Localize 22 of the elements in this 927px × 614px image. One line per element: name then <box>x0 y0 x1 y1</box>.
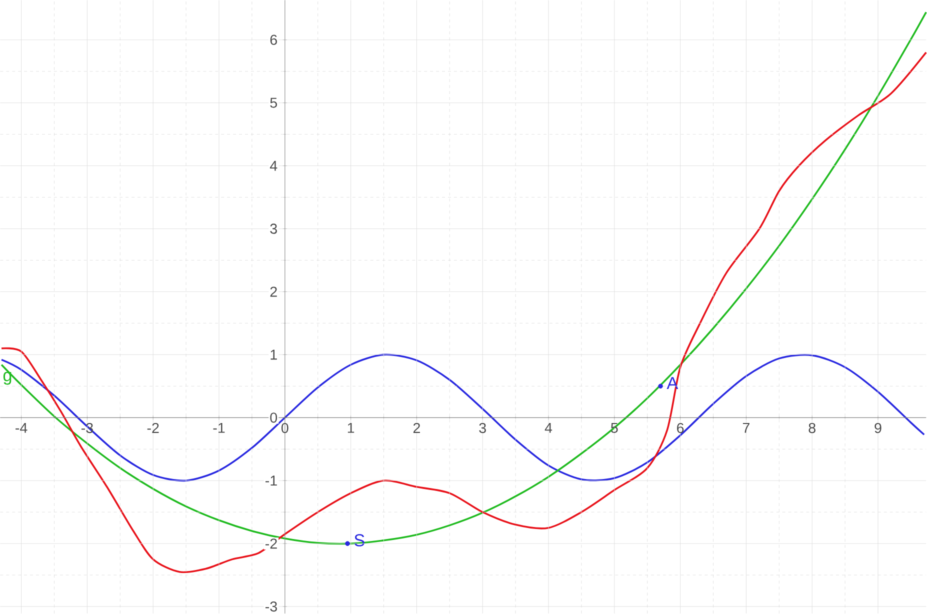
x-tick-label: -2 <box>147 423 159 434</box>
x-tick-label: 0 <box>281 423 288 434</box>
x-tick-label: -4 <box>16 423 28 433</box>
y-tick-label: 2 <box>270 286 277 297</box>
x-tick-label: 9 <box>874 423 882 434</box>
y-tick-label: 1 <box>270 350 277 360</box>
y-tick-label: 0 <box>270 412 278 423</box>
y-tick-label: -2 <box>266 538 277 549</box>
x-tick-label: 7 <box>742 423 750 433</box>
x-tick-label: 4 <box>544 423 552 433</box>
x-tick-label: 2 <box>413 423 420 434</box>
x-tick-label: 6 <box>677 423 684 434</box>
y-tick-label: 3 <box>270 224 277 234</box>
x-tick-label: 3 <box>479 423 486 434</box>
y-tick-label: 4 <box>270 161 278 171</box>
x-tick-label: 1 <box>348 423 354 433</box>
y-tick-label: 5 <box>270 98 277 108</box>
y-tick-label: -3 <box>266 602 277 612</box>
x-tick-label: 8 <box>808 423 816 434</box>
x-tick-label: -1 <box>213 423 225 433</box>
y-tick-label: -1 <box>266 476 277 486</box>
y-tick-label: 6 <box>270 34 277 46</box>
